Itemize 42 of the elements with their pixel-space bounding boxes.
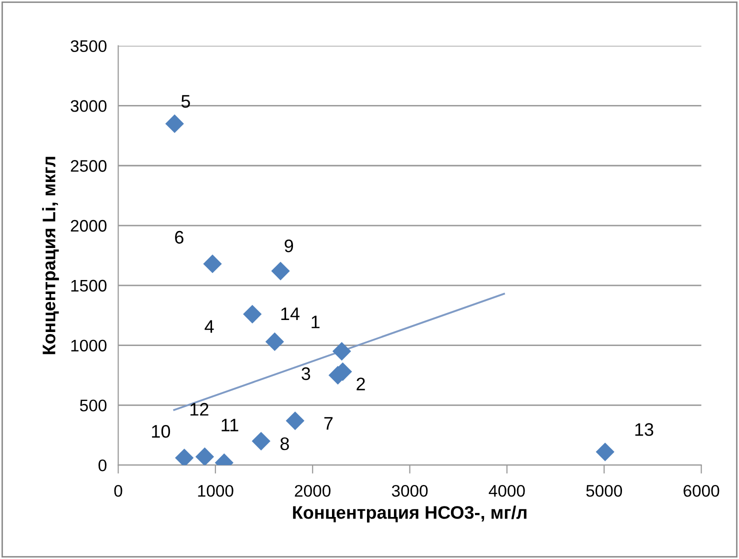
annotation: 11 (222, 418, 238, 432)
point (165, 114, 184, 134)
y-tick-label: 500 (80, 400, 106, 412)
annotation: 4 (204, 320, 214, 333)
x-tick-label: 5000 (586, 484, 622, 497)
x-tick-label: 4000 (488, 484, 525, 497)
y-tick-label: 1500 (71, 280, 106, 292)
annotation: 14 (281, 308, 300, 320)
x-tick-label: 0 (114, 484, 122, 497)
x-tick-label: 3000 (392, 484, 428, 497)
annotation: 5 (181, 95, 190, 108)
y-tick-label: 0 (98, 459, 106, 472)
x-tick-label: 6000 (684, 484, 720, 497)
point (596, 442, 614, 462)
annotation: 2 (356, 378, 365, 390)
point (271, 262, 290, 280)
x-tick-label: 2000 (294, 484, 330, 497)
x-axis-title: Концентрация НСО3-, мг/л (293, 506, 526, 522)
point (332, 342, 352, 361)
annotation: 8 (280, 437, 289, 450)
annotation: 7 (324, 417, 333, 430)
x-tick-label: 1000 (198, 484, 234, 497)
y-axis-title: Концентрация Li, мкгл (42, 156, 59, 354)
y-tick-label: 1000 (71, 340, 106, 352)
annotation: 3 (302, 367, 310, 380)
annotation: 1 (312, 316, 320, 328)
point (175, 448, 194, 466)
y-tick-label: 3500 (70, 40, 106, 52)
point (195, 447, 214, 466)
y-tick-label: 2000 (70, 220, 106, 232)
point (243, 304, 262, 324)
annotation: 6 (175, 230, 184, 244)
point (252, 432, 270, 450)
point (203, 254, 222, 274)
y-tick-label: 3000 (70, 100, 106, 112)
annotation: 12 (190, 402, 208, 416)
annotation: 9 (284, 239, 294, 252)
annotation: 13 (635, 423, 654, 436)
point (286, 411, 304, 430)
point (265, 332, 284, 352)
annotation: 10 (152, 424, 170, 438)
y-tick-label: 2500 (70, 160, 106, 172)
